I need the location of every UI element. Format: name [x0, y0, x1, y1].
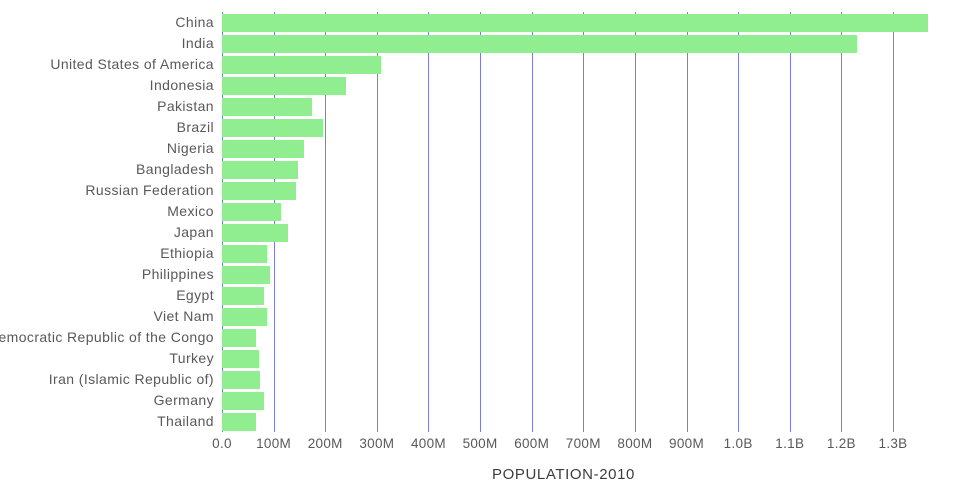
bar	[222, 13, 929, 32]
bar	[222, 55, 382, 74]
bar	[222, 202, 281, 221]
category-label: Viet Nam	[153, 308, 214, 324]
category-label: United States of America	[50, 56, 214, 72]
x-tick-label: 0.0	[212, 436, 232, 451]
category-label: Bangladesh	[136, 161, 214, 177]
x-tick-label: 400M	[410, 436, 446, 451]
grid-line	[325, 12, 327, 432]
x-tick-label: 1.2B	[826, 436, 856, 451]
category-label: India	[181, 35, 214, 51]
x-tick-label: 500M	[462, 436, 498, 451]
x-tick-label: 700M	[565, 436, 601, 451]
category-label: Brazil	[176, 119, 214, 135]
category-label: Russian Federation	[85, 182, 214, 198]
grid-line	[841, 12, 843, 432]
grid-line	[789, 12, 791, 432]
category-label: Mexico	[167, 203, 214, 219]
category-label: Thailand	[157, 413, 214, 429]
grid-line	[222, 12, 223, 432]
bar	[222, 97, 312, 116]
category-label: Egypt	[176, 287, 214, 303]
category-label: Nigeria	[166, 140, 214, 156]
bar	[222, 34, 858, 53]
bar	[222, 391, 264, 410]
grid-line	[531, 12, 533, 432]
category-label: Pakistan	[157, 98, 214, 114]
category-label: Democratic Republic of the Congo	[0, 329, 214, 345]
bar	[222, 139, 304, 158]
category-label: China	[175, 14, 214, 30]
x-tick-label: 100M	[256, 436, 292, 451]
grid-line	[428, 12, 430, 432]
category-label: Ethiopia	[160, 245, 214, 261]
bar	[222, 160, 299, 179]
grid-line	[273, 12, 275, 432]
bar	[222, 328, 257, 347]
bar	[222, 118, 323, 137]
category-label: Iran (Islamic Republic of)	[48, 371, 214, 387]
bar	[222, 76, 346, 95]
x-tick-label: 600M	[514, 436, 550, 451]
bar	[222, 412, 257, 431]
x-tick-label: 800M	[617, 436, 653, 451]
bar	[222, 370, 261, 389]
grid-line	[376, 12, 378, 432]
x-tick-label: 900M	[669, 436, 705, 451]
bar	[222, 307, 268, 326]
category-label: Indonesia	[149, 77, 214, 93]
grid-line	[583, 12, 585, 432]
category-label: Germany	[153, 392, 214, 408]
grid-line	[480, 12, 482, 432]
x-tick-label: 1.3B	[878, 436, 908, 451]
bar	[222, 286, 264, 305]
category-label: Japan	[173, 224, 214, 240]
bar	[222, 223, 289, 242]
x-axis-title: POPULATION-2010	[492, 466, 635, 483]
category-label: Turkey	[169, 350, 214, 366]
category-label: Philippines	[141, 266, 214, 282]
x-tick-label: 300M	[359, 436, 395, 451]
grid-line	[634, 12, 636, 432]
grid-line	[686, 12, 688, 432]
bar	[222, 244, 267, 263]
x-tick-label: 200M	[307, 436, 343, 451]
x-tick-label: 1.1B	[775, 436, 805, 451]
grid-line	[738, 12, 740, 432]
bar	[222, 265, 270, 284]
grid-line	[893, 12, 894, 432]
bar	[222, 181, 296, 200]
bar	[222, 349, 260, 368]
x-tick-label: 1.0B	[723, 436, 753, 451]
